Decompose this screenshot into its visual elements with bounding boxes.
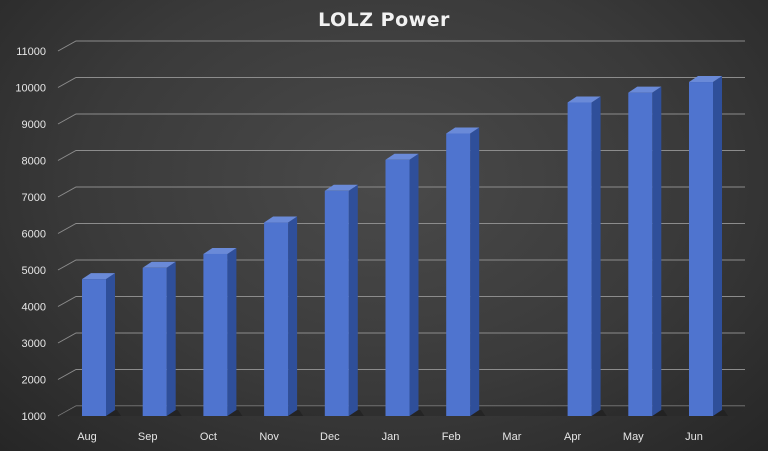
bar-jan bbox=[385, 153, 425, 416]
y-tick-label: 1000 bbox=[22, 411, 46, 423]
bar-aug bbox=[82, 273, 121, 416]
y-tick-label: 10000 bbox=[15, 83, 46, 95]
bars bbox=[82, 76, 728, 417]
x-tick-label: May bbox=[623, 431, 644, 443]
y-tick-label: 4000 bbox=[22, 302, 46, 314]
x-tick-label: Jan bbox=[382, 431, 400, 443]
bar-dec bbox=[324, 184, 364, 416]
gridline bbox=[57, 223, 745, 234]
y-tick-label: 6000 bbox=[22, 229, 46, 241]
gridline bbox=[57, 113, 745, 125]
x-tick-label: Apr bbox=[564, 431, 581, 443]
gridline bbox=[57, 186, 745, 198]
x-tick-label: Oct bbox=[200, 431, 217, 443]
x-tick-label: Mar bbox=[502, 431, 521, 443]
x-tick-label: Aug bbox=[77, 431, 97, 443]
gridline bbox=[57, 40, 745, 52]
y-tick-label: 9000 bbox=[22, 119, 46, 131]
gridline bbox=[57, 332, 745, 344]
gridline bbox=[57, 150, 745, 161]
gridline bbox=[57, 296, 745, 307]
bar-apr bbox=[567, 96, 607, 416]
x-tick-label: Jun bbox=[685, 431, 703, 443]
y-axis-ticks: 1000 2000 3000 4000 5000 6000 7000 8000 9000 1000… bbox=[15, 46, 46, 423]
y-tick-label: 5000 bbox=[22, 265, 46, 277]
bar-sep bbox=[142, 261, 182, 416]
bar-may bbox=[628, 86, 668, 417]
x-tick-label: Feb bbox=[442, 431, 461, 443]
x-axis-labels: Aug Sep Oct Nov Dec Jan Feb Mar Apr May Jun bbox=[77, 431, 703, 443]
gridline bbox=[57, 369, 745, 380]
gridline bbox=[57, 259, 745, 271]
bar-nov bbox=[264, 216, 304, 416]
bar-oct bbox=[203, 247, 243, 416]
y-tick-label: 2000 bbox=[22, 375, 46, 387]
bar-jun bbox=[689, 76, 728, 417]
x-tick-label: Sep bbox=[138, 431, 158, 443]
y-tick-label: 3000 bbox=[22, 338, 46, 350]
gridline bbox=[57, 77, 745, 88]
y-tick-label: 8000 bbox=[22, 156, 46, 168]
y-tick-label: 7000 bbox=[22, 192, 46, 204]
x-tick-label: Dec bbox=[320, 431, 340, 443]
y-tick-label: 11000 bbox=[16, 46, 46, 58]
bar-feb bbox=[446, 127, 486, 417]
x-tick-label: Nov bbox=[259, 431, 279, 443]
chart-title: LOLZ Power bbox=[318, 9, 450, 31]
